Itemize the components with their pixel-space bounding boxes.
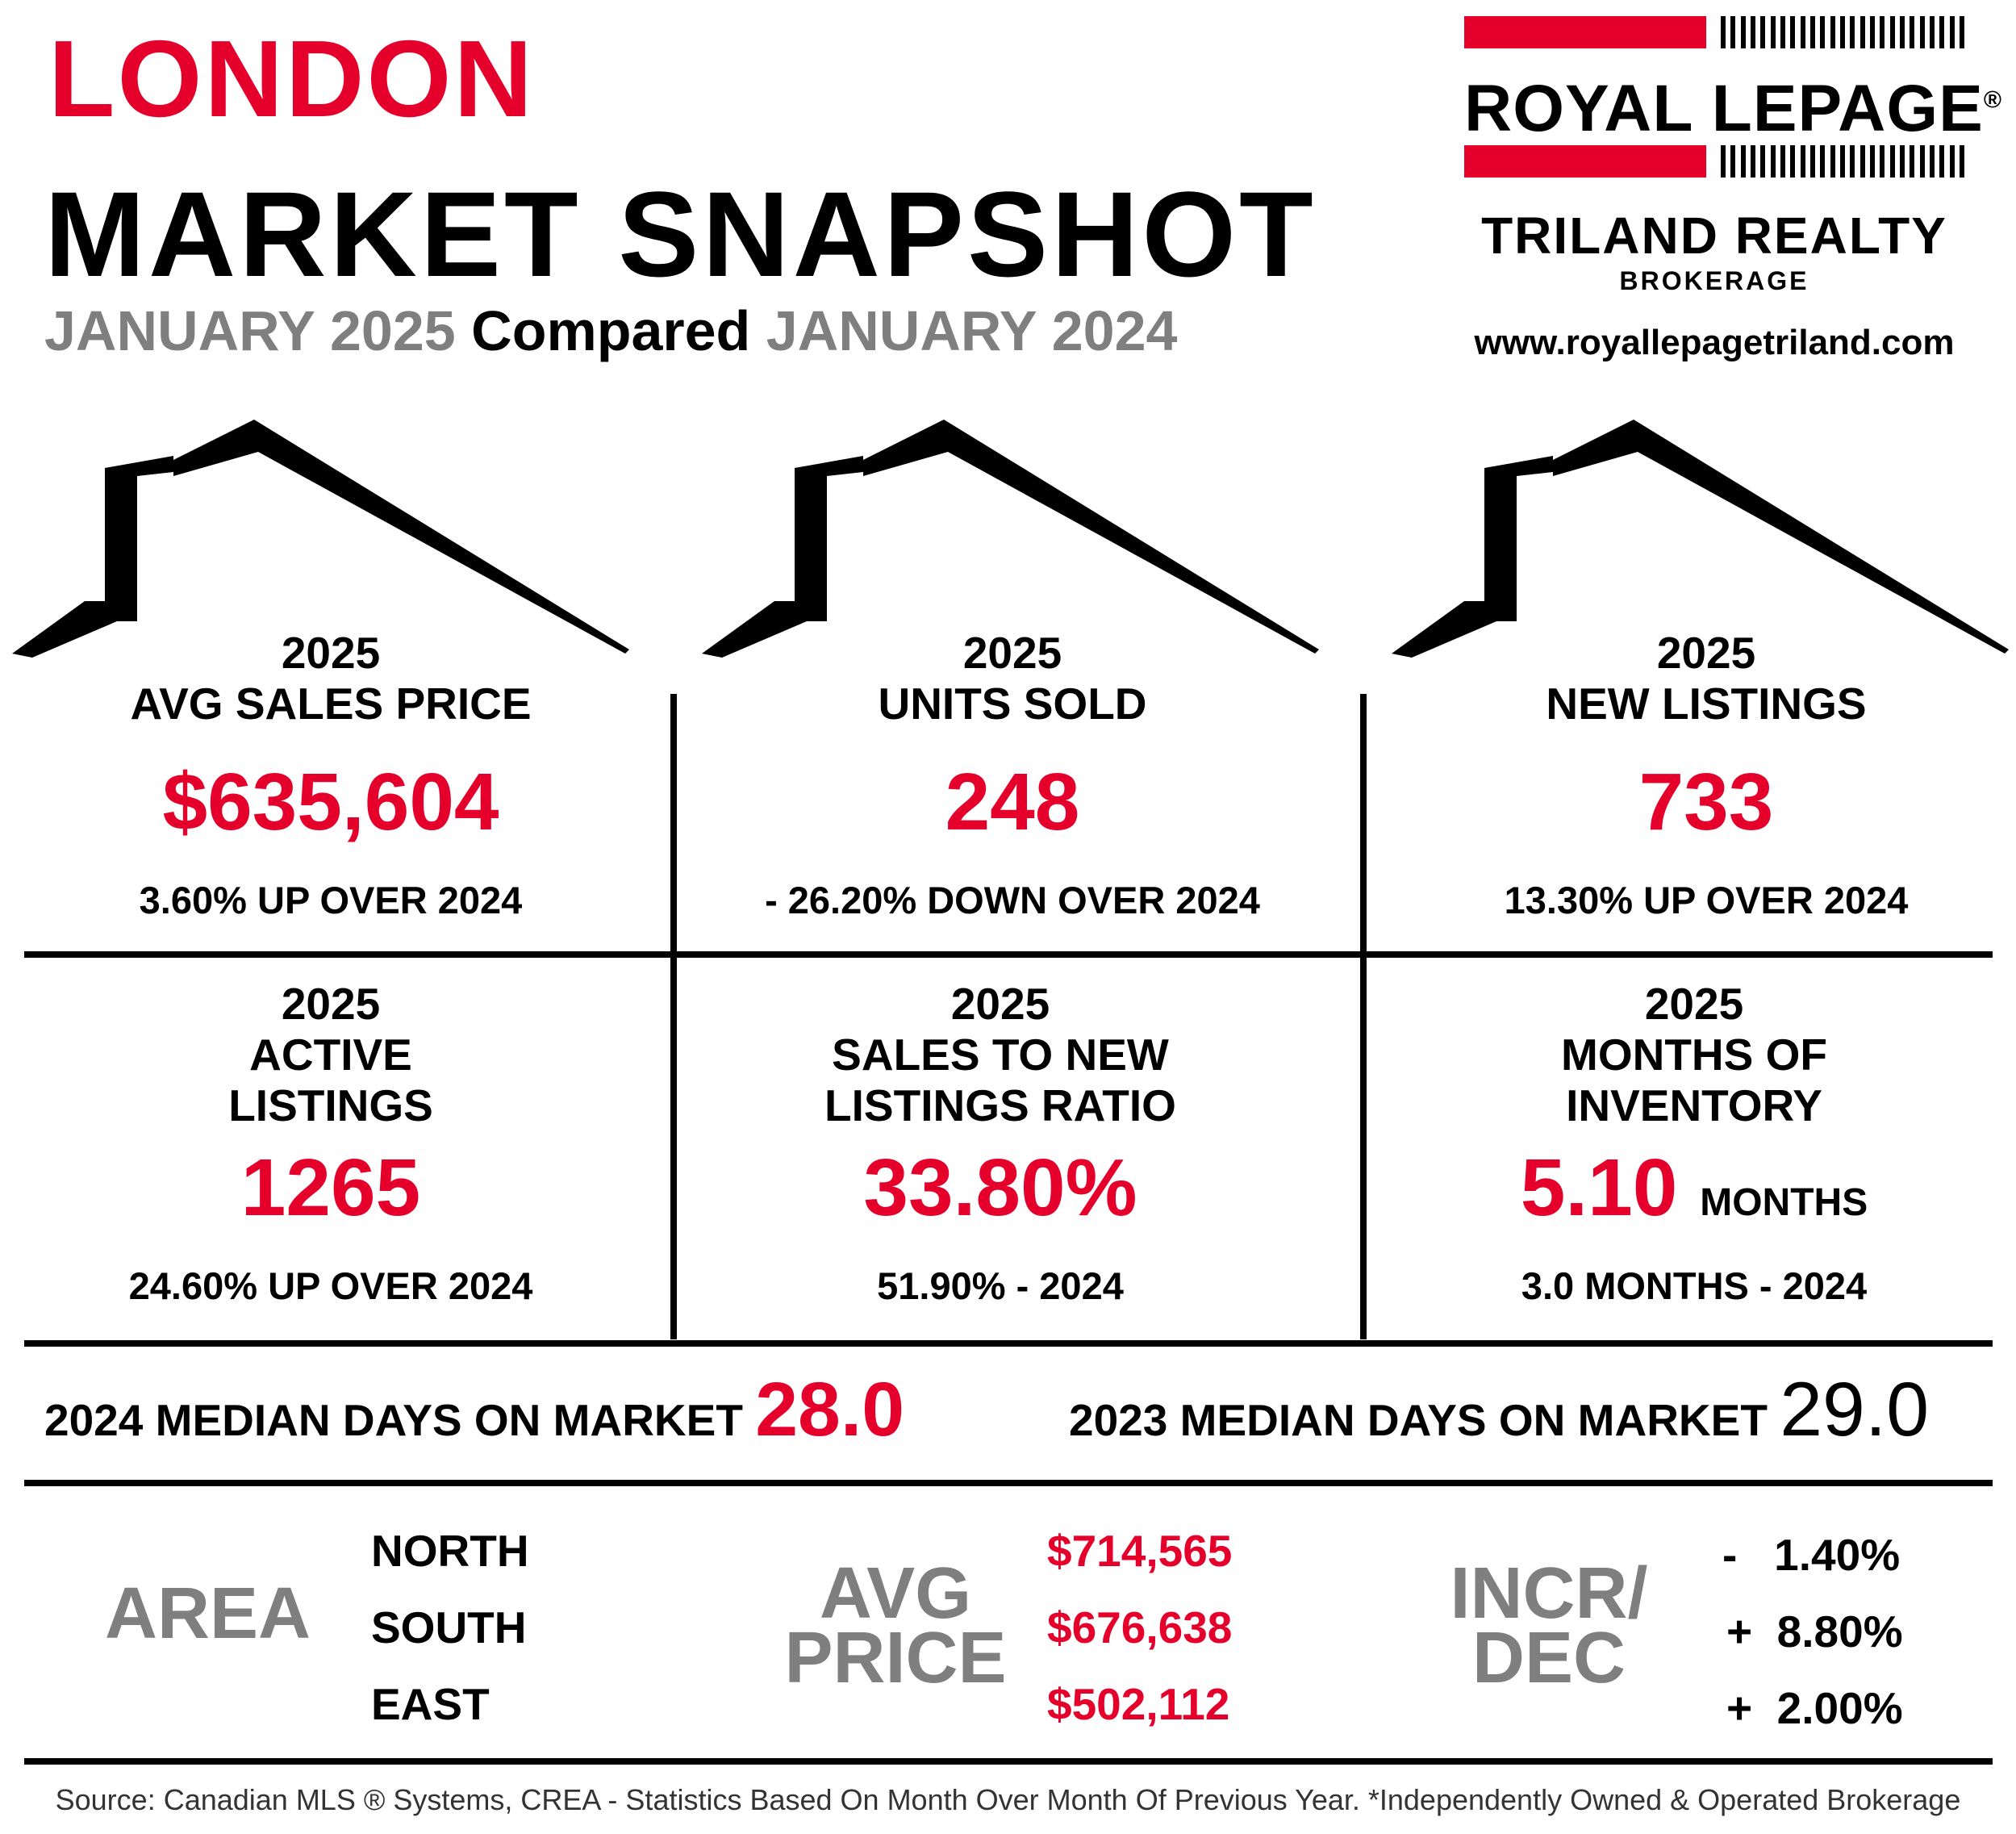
stat-year: 2025	[281, 979, 381, 1029]
stat-units-sold: 2025 UNITS SOLD 248 - 26.20% DOWN OVER 2…	[682, 628, 1343, 919]
brand-logo: ROYAL LEPAGE® TRILAND REALTY BROKERAGE	[1464, 16, 2002, 355]
median-days-previous: 2023 MEDIAN DAYS ON MARKET 29.0	[1069, 1372, 1929, 1448]
stat-value: 5.10	[1520, 1143, 1678, 1233]
stat-label-line-1: MONTHS OF	[1561, 1030, 1827, 1080]
area-row-south: SOUTH	[371, 1602, 527, 1652]
area-price-east: $502,112	[1047, 1679, 1230, 1729]
area-row-north: NORTH	[371, 1526, 529, 1576]
stat-value: 1265	[240, 1143, 421, 1233]
area-price-north: $714,565	[1047, 1526, 1233, 1576]
city-title: LONDON	[48, 18, 535, 140]
stat-year: 2025	[281, 628, 381, 678]
area-change-east: + 2.00%	[1726, 1683, 1903, 1733]
house-roof-icon-3	[1392, 420, 2009, 658]
stat-footnote: 3.60% UP OVER 2024	[139, 879, 523, 921]
stat-value: 248	[945, 757, 1080, 847]
stat-new-listings: 2025 NEW LISTINGS 733 13.30% UP OVER 202…	[1375, 628, 2016, 919]
current-period: JANUARY 2025	[44, 299, 456, 362]
median-days-previous-value: 29.0	[1780, 1367, 1930, 1452]
logo-wordmark: ROYAL LEPAGE®	[1464, 72, 2002, 145]
stat-active-listings: 2025 ACTIVE LISTINGS 1265 24.60% UP OVER…	[0, 979, 662, 1305]
logo-red-bar-bottom	[1464, 145, 1706, 178]
stat-year: 2025	[1656, 628, 1756, 678]
stat-footnote: 3.0 MONTHS - 2024	[1521, 1264, 1868, 1307]
stat-value: 733	[1638, 757, 1774, 847]
house-roof-icon-1	[12, 420, 629, 658]
stat-year: 2025	[1644, 979, 1744, 1029]
previous-period: JANUARY 2024	[766, 299, 1178, 362]
stat-label-line-2: LISTINGS	[228, 1080, 433, 1130]
stat-label-line-1: SALES TO NEW	[832, 1030, 1169, 1080]
stat-label-line-2: LISTINGS RATIO	[824, 1080, 1176, 1130]
stat-value-row: 5.10 MONTHS	[1363, 1147, 2016, 1228]
logo-red-bar-top	[1464, 16, 1706, 48]
logo-barcode-top	[1721, 16, 1964, 48]
median-days-current-label: 2024 MEDIAN DAYS ON MARKET	[44, 1395, 743, 1445]
median-days-current-value: 28.0	[755, 1367, 905, 1452]
brokerage-label: BROKERAGE	[1619, 266, 1809, 295]
stat-footnote: - 26.20% DOWN OVER 2024	[765, 879, 1260, 921]
compared-word: Compared	[471, 299, 751, 362]
stat-label-line-2: INVENTORY	[1566, 1080, 1822, 1130]
stat-value: $635,604	[162, 757, 499, 847]
avg-price-heading: AVG PRICE	[784, 1553, 1007, 1698]
stat-year: 2025	[950, 979, 1050, 1029]
area-change-north: - 1.40%	[1722, 1530, 1901, 1580]
stat-label-line-1: ACTIVE	[249, 1030, 412, 1080]
stat-unit: MONTHS	[1700, 1181, 1868, 1224]
website-link[interactable]: www.royallepagetriland.com	[1474, 323, 1955, 362]
logo-barcode-bottom	[1721, 145, 1964, 178]
page-title: MARKET SNAPSHOT	[44, 166, 1317, 302]
stat-footnote: 13.30% UP OVER 2024	[1504, 879, 1909, 921]
stat-value: 33.80%	[863, 1143, 1137, 1233]
office-name: TRILAND REALTY	[1481, 207, 1947, 265]
stat-months-of-inventory: 2025 MONTHS OF INVENTORY 5.10 MONTHS 3.0…	[1363, 979, 2016, 1305]
stat-label: UNITS SOLD	[878, 679, 1147, 729]
area-change-south: + 8.80%	[1726, 1606, 1903, 1656]
stat-avg-sales-price: 2025 AVG SALES PRICE $635,604 3.60% UP O…	[0, 628, 662, 919]
area-price-south: $676,638	[1047, 1602, 1233, 1652]
stat-sales-to-new-listings-ratio: 2025 SALES TO NEW LISTINGS RATIO 33.80% …	[670, 979, 1331, 1305]
area-row-east: EAST	[371, 1679, 490, 1729]
stat-footnote: 51.90% - 2024	[877, 1264, 1124, 1307]
median-days-previous-label: 2023 MEDIAN DAYS ON MARKET	[1069, 1395, 1768, 1445]
stat-year: 2025	[962, 628, 1062, 678]
area-heading: AREA	[105, 1573, 311, 1654]
stat-label: NEW LISTINGS	[1546, 679, 1867, 729]
stat-footnote: 24.60% UP OVER 2024	[128, 1264, 533, 1307]
house-roof-icon-2	[702, 420, 1319, 658]
change-heading: INCR/DEC	[1450, 1553, 1648, 1698]
source-footnote: Source: Canadian MLS ® Systems, CREA - S…	[55, 1783, 1961, 1816]
stat-label: AVG SALES PRICE	[130, 679, 532, 729]
comparison-subtitle: JANUARY 2025 Compared JANUARY 2024	[44, 303, 1177, 359]
median-days-current: 2024 MEDIAN DAYS ON MARKET 28.0	[44, 1372, 904, 1448]
